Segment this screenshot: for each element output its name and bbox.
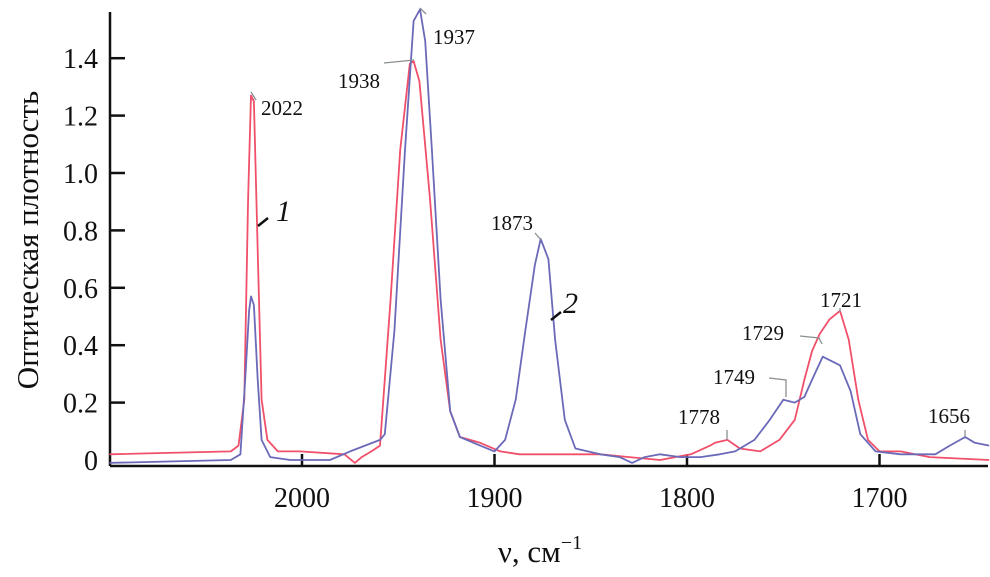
annotation-1729: 1729 — [742, 321, 784, 345]
y-tick-label: 0.2 — [63, 389, 98, 420]
annotation-1937: 1937 — [433, 25, 475, 49]
y-tick-label: 1.4 — [63, 44, 98, 75]
leader-1938 — [383, 59, 415, 64]
annotation-1749: 1749 — [713, 365, 755, 389]
x-tick-label: 1900 — [467, 483, 523, 514]
annotation-1656: 1656 — [928, 404, 970, 428]
axes — [108, 12, 988, 468]
x-tick-label: 1800 — [659, 483, 715, 514]
annotation-leaders — [250, 7, 966, 440]
curve-2-label: 2 — [563, 287, 578, 320]
x-axis-title-text: ν, см — [498, 534, 561, 569]
y-tick-label: 1.0 — [63, 159, 98, 190]
curve-1-pointer — [257, 217, 269, 227]
leader-1873 — [534, 232, 542, 241]
curve-2-pointer — [550, 311, 562, 321]
x-tick-label: 1700 — [852, 483, 908, 514]
leader-1729 — [799, 335, 823, 345]
leader-1749 — [768, 377, 787, 397]
x-axis-title-exponent: −1 — [561, 532, 582, 554]
curve-labels: 1 2 — [257, 195, 578, 321]
y-tick-label: 1.2 — [63, 102, 98, 133]
annotation-1721: 1721 — [820, 288, 862, 312]
series-line-1 — [109, 60, 990, 464]
y-tick-label: 0.4 — [63, 331, 98, 362]
annotation-1873: 1873 — [491, 211, 533, 235]
annotation-2022: 2022 — [261, 96, 303, 120]
y-tick-label: 0.8 — [63, 216, 98, 247]
annotation-1938: 1938 — [338, 69, 380, 93]
leader-2022 — [250, 91, 257, 101]
y-tick-label: 0 — [84, 446, 98, 477]
y-tick-label: 0.6 — [63, 274, 98, 305]
x-tick-label: 2000 — [274, 483, 330, 514]
curve-1-label: 1 — [276, 195, 291, 228]
annotation-1778: 1778 — [678, 405, 720, 429]
leader-1937 — [419, 7, 427, 15]
x-axis-title: ν, см−1 — [498, 532, 582, 569]
annotations: 2022 1938 1937 1873 1778 1749 1729 1721 … — [261, 25, 970, 429]
y-axis-title: Оптическая плотность — [10, 91, 45, 389]
